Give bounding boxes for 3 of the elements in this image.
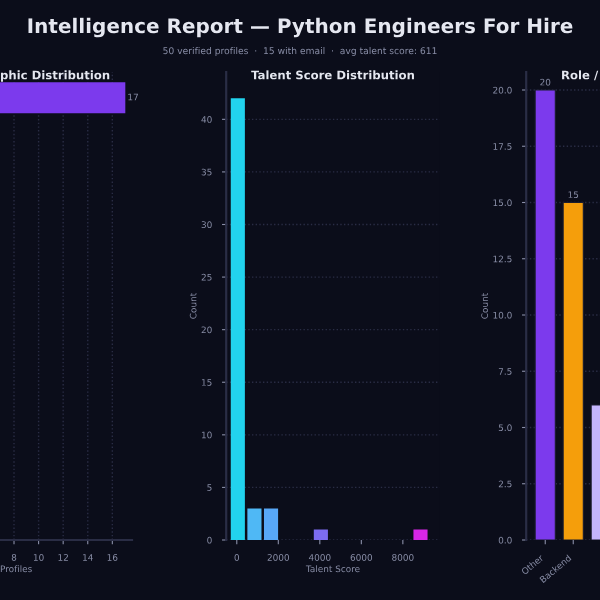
bar [562,201,584,540]
bar [534,89,556,540]
text: Intelligence Report — Python Engineers For Hire [28,17,573,38]
